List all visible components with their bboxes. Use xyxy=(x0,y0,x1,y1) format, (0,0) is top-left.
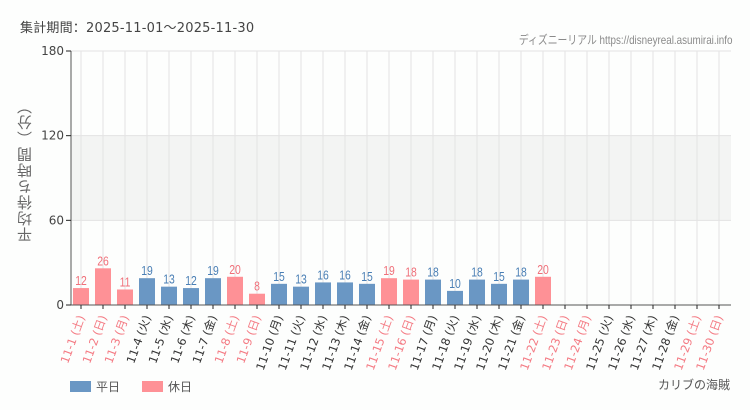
bar-value-label: 20 xyxy=(229,263,241,277)
bar-value-label: 19 xyxy=(383,264,395,278)
bar[interactable] xyxy=(447,290,463,305)
y-tick-label: 0 xyxy=(56,298,64,312)
bar-value-label: 20 xyxy=(537,263,549,277)
bar-value-label: 18 xyxy=(405,266,417,280)
legend-weekday-label: 平日 xyxy=(96,380,121,394)
bar-value-label: 18 xyxy=(471,266,483,280)
bar-value-label: 13 xyxy=(295,273,307,287)
period-label: 集計期間：2025-11-01〜2025-11-30 xyxy=(20,21,255,36)
attraction-name: カリブの海賊 xyxy=(657,378,730,392)
legend: 平日 休日 xyxy=(70,378,214,395)
bar[interactable] xyxy=(425,279,441,305)
bar[interactable] xyxy=(469,279,485,305)
bar[interactable] xyxy=(205,278,221,305)
source-label: ディズニーリアル https://disneyreal.asumirai.inf… xyxy=(518,33,732,47)
bar[interactable] xyxy=(73,288,89,305)
bar[interactable] xyxy=(117,289,133,305)
bar[interactable] xyxy=(139,278,155,305)
bar[interactable] xyxy=(403,279,419,305)
y-tick-label: 180 xyxy=(41,44,64,58)
bar-value-label: 8 xyxy=(254,280,260,294)
bar-value-label: 19 xyxy=(141,264,153,278)
bar-value-label: 13 xyxy=(163,273,175,287)
legend-holiday-label: 休日 xyxy=(168,380,193,394)
bar[interactable] xyxy=(95,268,111,305)
bar-value-label: 15 xyxy=(493,270,505,284)
bar[interactable] xyxy=(359,283,375,305)
bar[interactable] xyxy=(227,276,243,305)
bar[interactable] xyxy=(491,283,507,305)
bar-value-label: 18 xyxy=(427,266,439,280)
bar-value-label: 16 xyxy=(339,268,351,282)
bar-value-label: 15 xyxy=(361,270,373,284)
bar[interactable] xyxy=(535,276,551,305)
bar-value-label: 19 xyxy=(207,264,219,278)
y-tick-label: 60 xyxy=(49,213,64,227)
bar[interactable] xyxy=(315,282,331,305)
bar-value-label: 26 xyxy=(97,254,109,268)
bar-value-label: 10 xyxy=(449,277,461,291)
bar-value-label: 12 xyxy=(185,274,197,288)
legend-item-holiday[interactable]: 休日 xyxy=(142,378,192,395)
bar-value-label: 16 xyxy=(317,268,329,282)
bar[interactable] xyxy=(381,278,397,305)
bar[interactable] xyxy=(337,282,353,305)
bar-value-label: 12 xyxy=(75,274,87,288)
bar[interactable] xyxy=(161,286,177,305)
bar[interactable] xyxy=(271,283,287,305)
legend-item-weekday[interactable]: 平日 xyxy=(70,378,120,395)
bar[interactable] xyxy=(183,288,199,305)
bar[interactable] xyxy=(293,286,309,305)
weekday-swatch xyxy=(70,381,91,392)
bar-value-label: 11 xyxy=(120,275,131,289)
bar-value-label: 18 xyxy=(515,266,527,280)
bar[interactable] xyxy=(513,279,529,305)
bar[interactable] xyxy=(249,293,265,305)
bar-value-label: 15 xyxy=(273,270,285,284)
y-tick-label: 120 xyxy=(41,129,64,143)
holiday-swatch xyxy=(142,381,164,392)
shaded-band xyxy=(71,135,731,221)
